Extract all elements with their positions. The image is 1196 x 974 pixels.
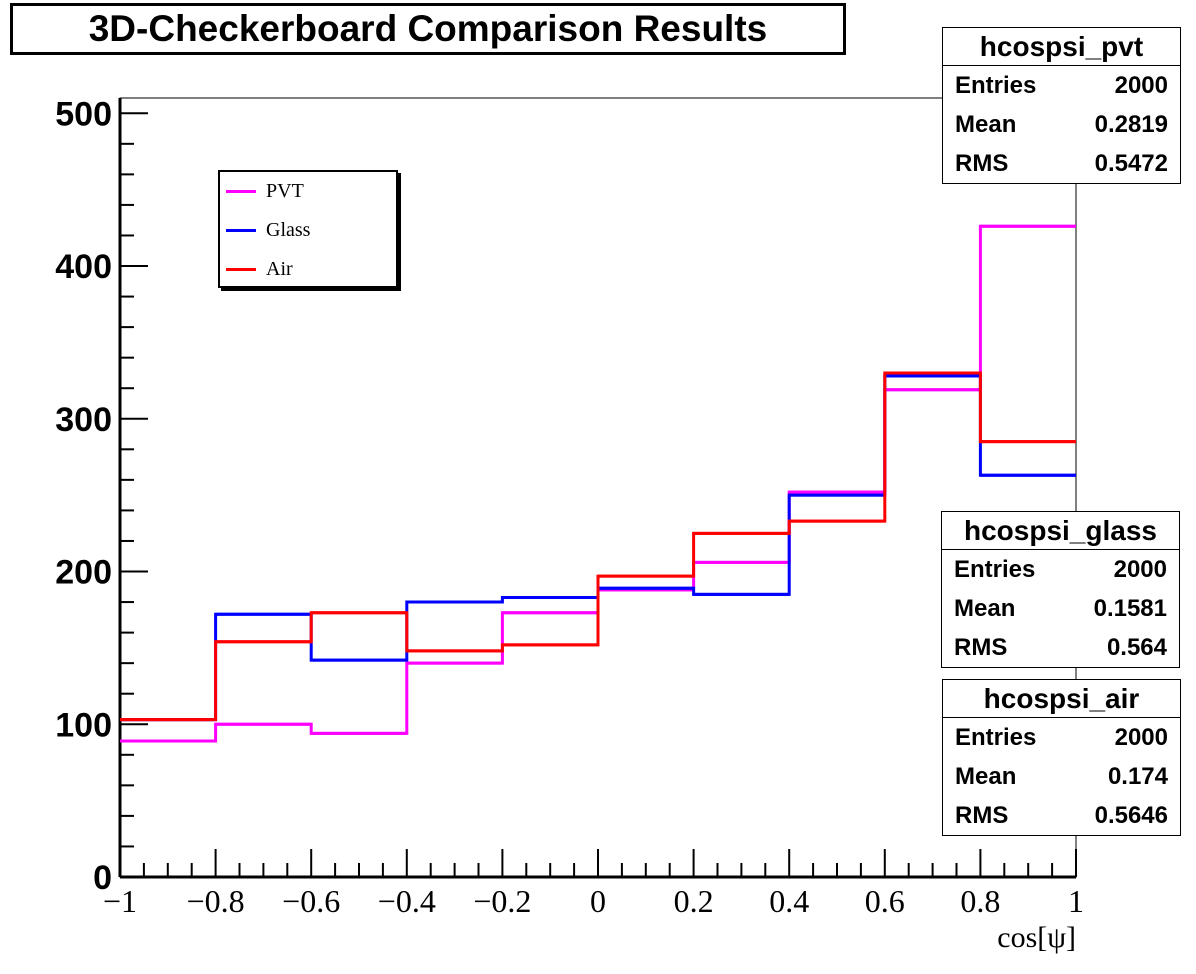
stats-row-rms: RMS 0.564 xyxy=(942,628,1179,667)
stats-box-pvt: hcospsi_pvt Entries 2000 Mean 0.2819 RMS 0.… xyxy=(942,27,1181,184)
stats-label: Mean xyxy=(955,110,1017,138)
x-tick-label: −0.6 xyxy=(282,883,340,919)
y-tick-label: 0 xyxy=(93,859,112,897)
stats-row-entries: Entries 2000 xyxy=(942,550,1179,589)
stats-value: 0.174 xyxy=(1107,762,1168,790)
x-tick-label: −0.4 xyxy=(378,883,436,919)
legend-label-glass: Glass xyxy=(266,218,311,241)
y-tick-label: 200 xyxy=(55,554,112,592)
step-line-pvt xyxy=(120,224,1076,743)
x-tick-label: 0 xyxy=(590,883,606,919)
x-tick-label: 0.2 xyxy=(674,883,714,919)
stats-value: 2000 xyxy=(1114,71,1168,99)
step-line-glass xyxy=(120,374,1076,722)
series-pvt xyxy=(120,224,1076,743)
stats-label: Mean xyxy=(955,762,1017,790)
series-glass xyxy=(120,374,1076,722)
legend-item-pvt: PVT xyxy=(226,179,304,203)
y-tick-label: 300 xyxy=(55,401,112,439)
x-tick-label: 0.6 xyxy=(865,883,905,919)
legend-label-air: Air xyxy=(266,257,293,280)
stats-label: RMS xyxy=(955,149,1009,177)
stats-value: 0.5472 xyxy=(1094,149,1168,177)
x-tick-label: −1 xyxy=(103,883,137,919)
x-axis-title: cos[ψ] xyxy=(997,921,1076,954)
y-tick-label: 500 xyxy=(55,95,112,133)
stats-row-mean: Mean 0.1581 xyxy=(942,589,1179,628)
stats-label: Entries xyxy=(955,723,1037,751)
y-tick-label: 400 xyxy=(55,248,112,286)
x-tick-label: −0.2 xyxy=(473,883,531,919)
stats-value: 0.1581 xyxy=(1093,594,1167,622)
stats-label: Entries xyxy=(954,555,1036,583)
legend: PVT Glass Air xyxy=(218,170,398,288)
legend-item-glass: Glass xyxy=(226,218,310,242)
stats-label: RMS xyxy=(954,633,1008,661)
stats-value: 0.564 xyxy=(1106,633,1167,661)
legend-line-glass xyxy=(226,228,256,232)
stats-row-rms: RMS 0.5646 xyxy=(943,796,1180,835)
stats-title: hcospsi_pvt xyxy=(943,28,1180,66)
x-tick-label: 0.8 xyxy=(960,883,1000,919)
stats-label: Entries xyxy=(955,71,1037,99)
x-tick-label: 1 xyxy=(1068,883,1084,919)
stats-value: 0.2819 xyxy=(1094,110,1168,138)
stats-row-entries: Entries 2000 xyxy=(943,66,1180,105)
stats-box-glass: hcospsi_glass Entries 2000 Mean 0.1581 RMS… xyxy=(941,511,1180,668)
stats-row-rms: RMS 0.5472 xyxy=(943,144,1180,183)
x-tick-label: −0.8 xyxy=(187,883,245,919)
y-tick-label: 100 xyxy=(55,706,112,744)
x-tick-label: 0.4 xyxy=(769,883,809,919)
chart-title: 3D-Checkerboard Comparison Results xyxy=(10,3,846,55)
stats-box-air: hcospsi_air Entries 2000 Mean 0.174 RMS 0.5… xyxy=(942,679,1181,836)
stats-value: 0.5646 xyxy=(1094,801,1168,829)
stats-value: 2000 xyxy=(1113,555,1167,583)
legend-item-air: Air xyxy=(226,257,293,281)
step-line-air xyxy=(120,371,1076,722)
stats-value: 2000 xyxy=(1114,723,1168,751)
stats-row-mean: Mean 0.2819 xyxy=(943,105,1180,144)
series-air xyxy=(120,371,1076,722)
legend-label-pvt: PVT xyxy=(266,179,304,202)
stats-label: RMS xyxy=(955,801,1009,829)
stats-label: Mean xyxy=(954,594,1016,622)
stats-title: hcospsi_glass xyxy=(942,512,1179,550)
stats-title: hcospsi_air xyxy=(943,680,1180,718)
legend-line-air xyxy=(226,267,256,271)
stats-row-mean: Mean 0.174 xyxy=(943,757,1180,796)
legend-line-pvt xyxy=(226,189,256,193)
stats-row-entries: Entries 2000 xyxy=(943,718,1180,757)
